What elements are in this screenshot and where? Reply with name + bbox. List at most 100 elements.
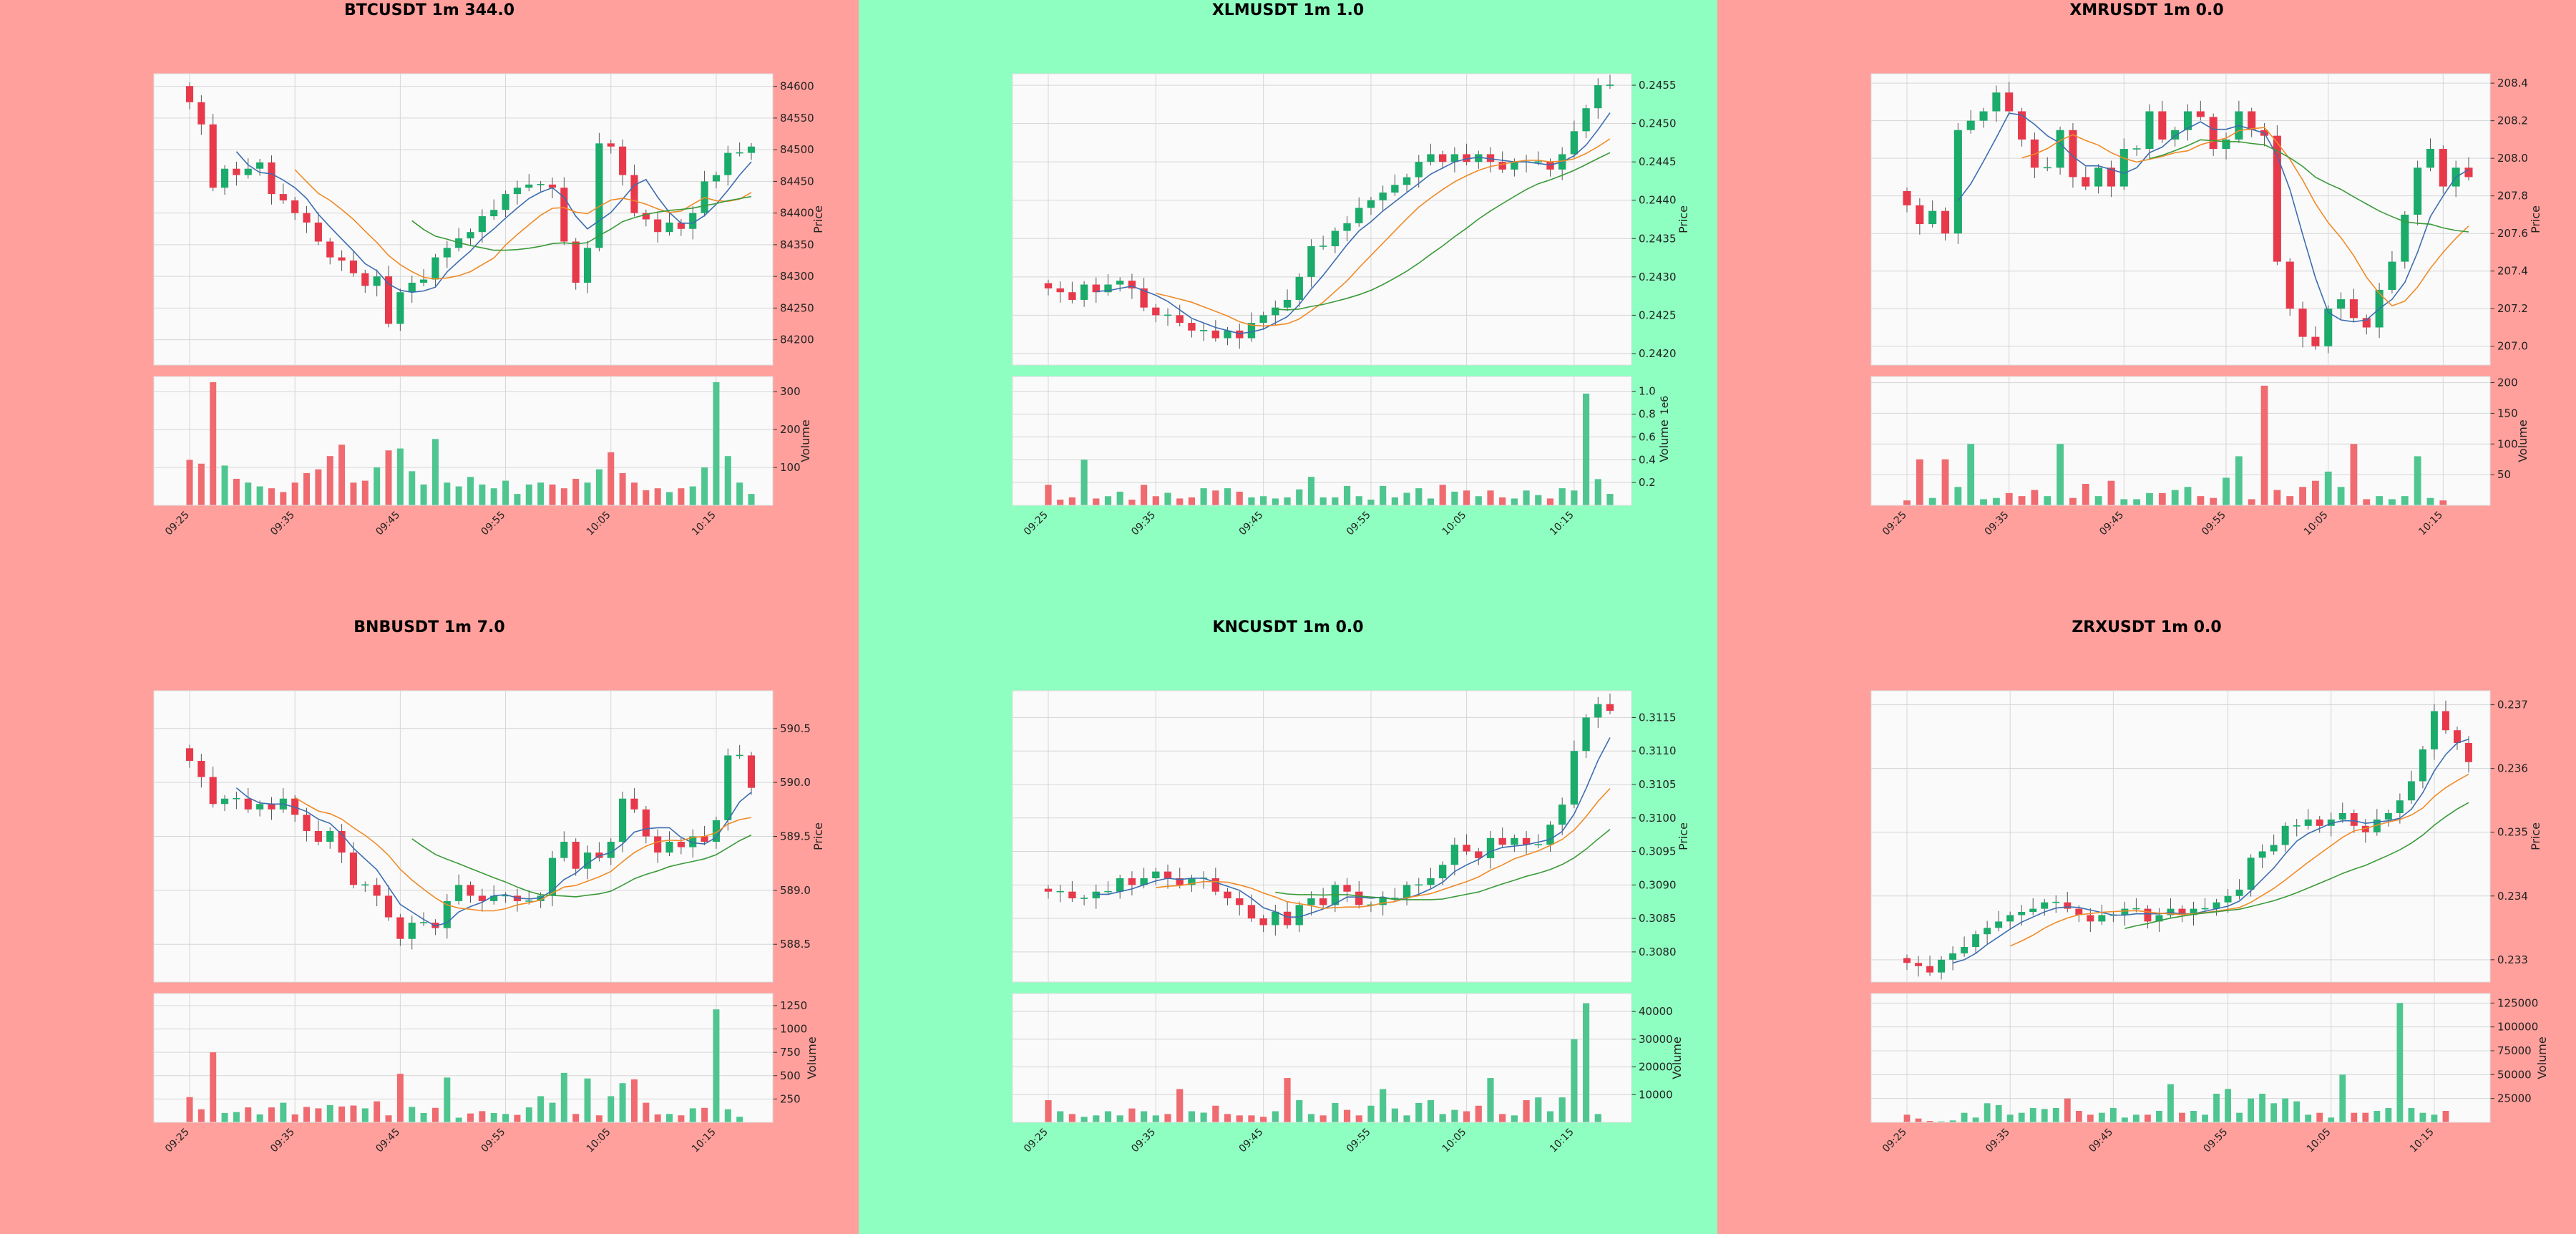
btcusdt-chart: 09:25 09:35 09:45 09:55 10:05 10:158420084250… — [0, 0, 859, 617]
volume-bar-down — [479, 1111, 486, 1122]
volume-bar-down — [1248, 1115, 1255, 1122]
volume-bar-down — [291, 1114, 298, 1122]
volume-bar-up — [2282, 1098, 2289, 1122]
ma-mid-line — [1156, 138, 1611, 327]
candle-up — [2247, 858, 2255, 890]
volume-bar-up — [1093, 1115, 1100, 1122]
volume-bar-up — [2041, 1109, 2048, 1122]
volume-axis-label: Volume — [2535, 1036, 2549, 1079]
candle-down — [560, 188, 568, 242]
volume-bar-down — [1128, 1108, 1136, 1122]
candle-down — [2082, 177, 2090, 187]
candle-down — [2144, 908, 2152, 922]
volume-bar-up — [2373, 1111, 2381, 1122]
volume-tick-label: 0.6 — [1639, 430, 1656, 443]
volume-bar-up — [409, 1107, 416, 1122]
volume-bar-up — [701, 467, 708, 505]
volume-bar-up — [560, 1072, 567, 1122]
volume-bar-up — [1415, 1102, 1423, 1122]
candle-up — [1367, 904, 1375, 906]
volume-bar-up — [2146, 492, 2153, 505]
candle-up — [2414, 167, 2422, 215]
candle-up — [420, 279, 428, 283]
candle-down — [630, 175, 638, 213]
candle-down — [1236, 898, 1244, 905]
candle-down — [2285, 261, 2294, 309]
volume-bar-up — [2018, 1112, 2025, 1122]
volume-bar-down — [431, 1107, 439, 1122]
volume-bar-down — [1475, 1105, 1482, 1122]
volume-bar-down — [291, 482, 298, 505]
volume-tick-label: 100 — [780, 461, 801, 474]
volume-bar-down — [1176, 1089, 1184, 1122]
candle-up — [1355, 208, 1363, 223]
ma-short-line — [1096, 112, 1611, 334]
price-tick-label: 589.0 — [780, 884, 811, 897]
volume-tick-label: 0.8 — [1639, 408, 1656, 421]
candle-down — [1498, 162, 1506, 170]
candle-up — [1295, 905, 1303, 926]
candle-down — [677, 222, 685, 229]
candle-up — [1570, 751, 1579, 805]
price-tick-label: 208.4 — [2497, 77, 2528, 89]
price-axis-label: Price — [811, 205, 825, 233]
volume-bar-up — [1487, 1078, 1494, 1122]
volume-bar-down — [1499, 1114, 1506, 1122]
candle-down — [268, 162, 275, 195]
price-axis-label: Price — [1677, 822, 1690, 850]
volume-bar-up — [1367, 1105, 1375, 1122]
chart-title: BTCUSDT 1m 344.0 — [343, 1, 515, 19]
candle-up — [2401, 214, 2409, 262]
volume-bar-up — [1558, 1097, 1566, 1122]
volume-bar-up — [2305, 1114, 2312, 1122]
volume-bar-down — [2248, 499, 2255, 505]
volume-bar-up — [1511, 1115, 1518, 1122]
volume-bar-up — [396, 448, 404, 505]
price-tick-label: 0.2435 — [1639, 232, 1677, 245]
candle-down — [1498, 837, 1506, 845]
candle-up — [619, 798, 627, 842]
chart-panel: 09:25 09:35 09:45 09:55 10:05 10:15 0.3080 0.30… — [859, 617, 1717, 1234]
volume-bar-down — [1926, 1121, 1933, 1122]
candle-up — [1391, 898, 1399, 899]
volume-bar-down — [2442, 1111, 2449, 1122]
candle-down — [1188, 323, 1196, 331]
volume-bar-up — [1391, 497, 1398, 505]
volume-tick-label: 100 — [2497, 437, 2518, 450]
volume-bar-up — [420, 1112, 427, 1122]
volume-bar-up — [2133, 499, 2141, 505]
volume-bar-down — [2031, 490, 2039, 505]
volume-bar-down — [1188, 497, 1196, 505]
candle-up — [1402, 885, 1411, 899]
volume-bar-down — [1284, 1078, 1291, 1122]
volume-bar-up — [1380, 1089, 1387, 1122]
volume-bar-down — [2107, 480, 2115, 505]
candle-up — [1331, 230, 1340, 246]
price-plot-frame — [153, 690, 774, 983]
candle-up — [1582, 717, 1590, 752]
candle-up — [2293, 825, 2301, 827]
volume-bar-down — [619, 473, 626, 505]
candle-down — [1522, 837, 1531, 845]
candle-up — [1272, 911, 1279, 926]
volume-bar-up — [1355, 496, 1362, 505]
volume-bar-down — [643, 490, 650, 505]
volume-bar-up — [2213, 1094, 2220, 1122]
volume-bar-down — [2075, 1111, 2082, 1122]
volume-bar-down — [2158, 492, 2166, 505]
candle-up — [2121, 908, 2129, 915]
volume-bar-up — [444, 482, 451, 505]
volume-bar-up — [221, 1112, 228, 1122]
candle-down — [291, 200, 299, 213]
candle-up — [525, 900, 533, 902]
candle-down — [747, 755, 756, 788]
candle-up — [1259, 315, 1267, 324]
volume-axis-label: Volume — [2516, 419, 2529, 462]
candle-down — [2465, 743, 2472, 762]
volume-bar-up — [280, 1102, 287, 1122]
volume-bar-down — [2299, 487, 2306, 505]
candle-down — [314, 222, 322, 242]
volume-bar-down — [1343, 1109, 1351, 1122]
volume-plot-frame — [1870, 993, 2491, 1123]
volume-axis-label: Volume — [1670, 1036, 1684, 1079]
